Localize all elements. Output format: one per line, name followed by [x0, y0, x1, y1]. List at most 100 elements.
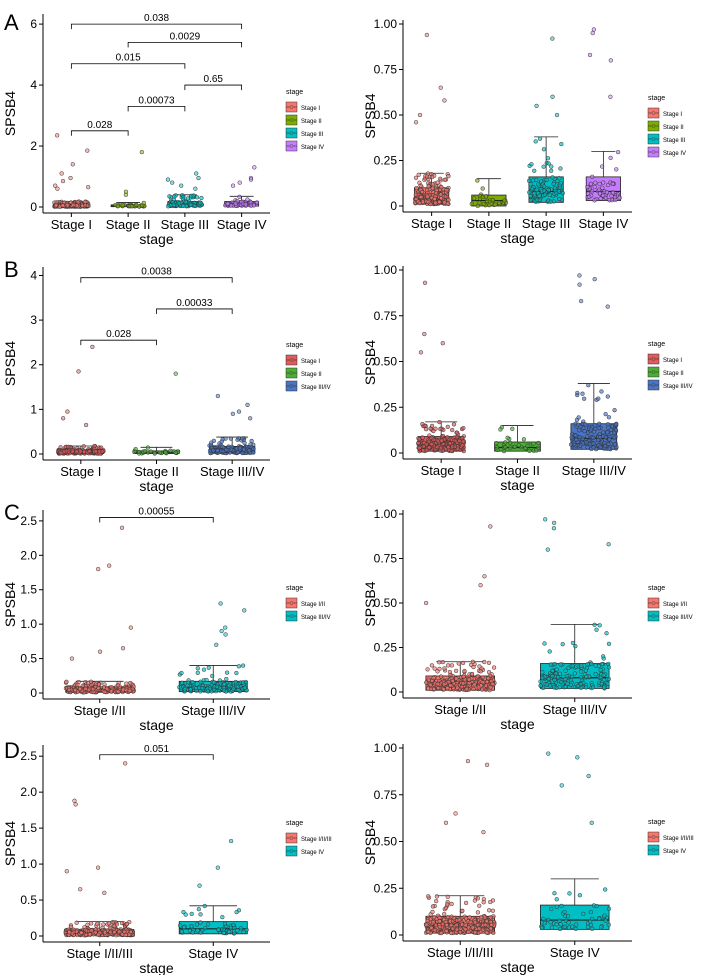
- comparison-bracket: [156, 308, 233, 314]
- data-point: [539, 925, 545, 931]
- outlier-point: [591, 27, 597, 32]
- data-point: [583, 668, 588, 673]
- data-point: [604, 631, 609, 636]
- data-point: [498, 427, 503, 432]
- data-point: [442, 911, 447, 917]
- data-point: [430, 909, 435, 915]
- data-point: [578, 669, 584, 674]
- data-point: [438, 674, 444, 679]
- data-point: [597, 421, 602, 426]
- data-point: [438, 445, 444, 451]
- data-point: [423, 427, 429, 432]
- y-axis-title: SPSB4: [2, 341, 18, 386]
- data-point: [195, 928, 200, 933]
- x-tick-label: Stage IV: [550, 945, 600, 960]
- data-point: [593, 180, 598, 185]
- panel-letter-D: D: [4, 738, 20, 763]
- data-point: [505, 435, 510, 440]
- data-point: [248, 203, 254, 208]
- outlier-point: [413, 120, 419, 125]
- data-point: [575, 390, 580, 396]
- data-point: [179, 680, 185, 685]
- outlier-point: [248, 177, 254, 182]
- data-point: [590, 189, 595, 194]
- data-point: [609, 193, 614, 198]
- outlier-point: [248, 416, 253, 421]
- data-point: [438, 192, 443, 197]
- data-point: [163, 450, 168, 455]
- outlier-point: [107, 563, 112, 568]
- data-point: [578, 675, 583, 680]
- outlier-point: [577, 282, 582, 287]
- outlier-point: [170, 180, 175, 185]
- data-point: [537, 136, 543, 141]
- data-point: [603, 412, 608, 417]
- legend-item-label: Stage III/IV: [663, 615, 693, 621]
- data-point: [527, 448, 532, 453]
- data-point: [240, 663, 246, 668]
- data-point: [542, 920, 547, 926]
- data-point: [446, 197, 451, 203]
- legend-swatch-point: [289, 614, 294, 618]
- data-point: [582, 396, 587, 401]
- data-point: [417, 180, 422, 185]
- data-point: [88, 921, 94, 926]
- data-point: [575, 683, 581, 689]
- legend-title: stage: [286, 585, 303, 592]
- data-point: [456, 917, 462, 923]
- comparison-bracket: [99, 754, 214, 760]
- legend-swatch-point: [289, 836, 294, 840]
- data-point: [589, 916, 595, 922]
- data-point: [439, 185, 444, 190]
- data-point: [64, 679, 69, 684]
- data-point: [548, 662, 554, 667]
- data-point: [532, 168, 537, 173]
- data-point: [531, 441, 536, 446]
- data-point: [59, 450, 64, 456]
- data-point: [572, 671, 577, 676]
- data-point: [88, 679, 94, 684]
- legend-swatch-point: [651, 111, 656, 115]
- data-point: [221, 688, 227, 693]
- data-point: [189, 924, 194, 929]
- data-point: [228, 436, 233, 441]
- outlier-point: [139, 149, 144, 155]
- data-point: [109, 689, 114, 694]
- data-point: [234, 909, 239, 915]
- data-point: [85, 922, 90, 927]
- legend-item-label: Stage I/II: [301, 602, 325, 608]
- outlier-point: [70, 162, 75, 167]
- y-tick-label: 0.5: [20, 652, 37, 666]
- data-point: [608, 155, 613, 161]
- data-point: [606, 922, 611, 927]
- data-point: [528, 182, 533, 187]
- outlier-point: [90, 344, 95, 350]
- y-tick-label: 3: [30, 313, 37, 327]
- data-point: [570, 664, 575, 669]
- data-point: [89, 928, 94, 933]
- data-point: [460, 439, 466, 444]
- legend-item-label: Stage IV: [301, 850, 324, 856]
- data-point: [460, 443, 465, 448]
- comparison-bracket: [70, 130, 129, 136]
- panel-letter-C: C: [4, 500, 20, 525]
- data-point: [534, 448, 539, 453]
- p-value-label: 0.00033: [176, 298, 213, 309]
- data-point: [121, 687, 126, 692]
- data-point: [445, 902, 450, 907]
- data-point: [581, 911, 586, 917]
- data-point: [475, 203, 480, 208]
- data-point: [477, 903, 482, 908]
- legend-swatch-point: [651, 150, 656, 154]
- data-point: [569, 435, 574, 440]
- outlier-point: [53, 183, 58, 188]
- data-point: [435, 444, 440, 450]
- data-point: [483, 683, 489, 688]
- data-point: [461, 674, 466, 679]
- y-tick-label: 0.25: [374, 154, 398, 168]
- data-point: [538, 679, 543, 684]
- data-point: [222, 682, 227, 687]
- data-point: [181, 925, 187, 930]
- data-point: [429, 442, 434, 447]
